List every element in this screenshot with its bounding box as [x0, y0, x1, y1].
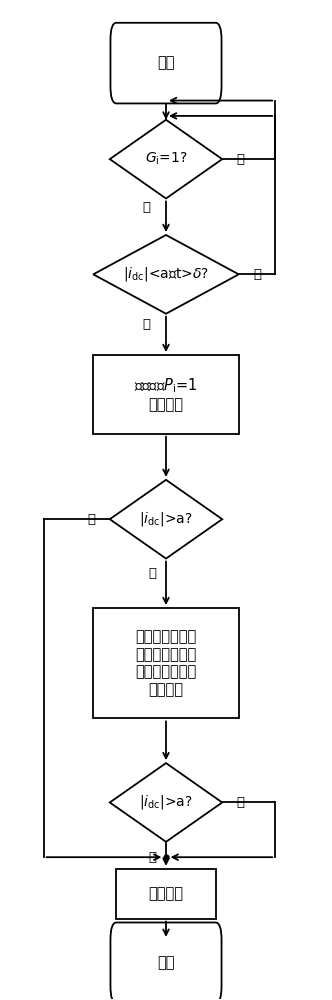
Text: 否: 否	[253, 268, 261, 281]
Text: $|i_\mathrm{dc}|$>a?: $|i_\mathrm{dc}|$>a?	[139, 793, 193, 811]
Text: 是: 是	[142, 318, 150, 331]
Text: 辅助导通故障区
间的前一个区间
功率管以及结合
下一区间: 辅助导通故障区 间的前一个区间 功率管以及结合 下一区间	[135, 630, 197, 697]
Text: $|i_\mathrm{dc}|$>a?: $|i_\mathrm{dc}|$>a?	[139, 510, 193, 528]
Polygon shape	[110, 480, 222, 559]
Text: 依次关断$P_\mathrm{i}$=1
的功率管: 依次关断$P_\mathrm{i}$=1 的功率管	[134, 376, 198, 412]
Polygon shape	[110, 120, 222, 198]
Text: 否: 否	[149, 567, 157, 580]
Bar	[93, 608, 239, 718]
Text: 是: 是	[142, 201, 150, 214]
Text: 故障定位: 故障定位	[148, 886, 184, 901]
FancyBboxPatch shape	[111, 23, 221, 103]
Text: 开始: 开始	[157, 56, 175, 71]
Text: $|i_\mathrm{dc}|$<a且t>$\delta$?: $|i_\mathrm{dc}|$<a且t>$\delta$?	[123, 265, 209, 283]
Text: 是: 是	[88, 513, 96, 526]
Text: 结束: 结束	[157, 955, 175, 970]
Polygon shape	[110, 763, 222, 842]
Text: $G_\mathrm{i}$=1?: $G_\mathrm{i}$=1?	[145, 151, 187, 167]
FancyBboxPatch shape	[111, 922, 221, 1000]
Text: 是: 是	[236, 796, 244, 809]
Text: 否: 否	[236, 153, 244, 166]
Bar	[93, 355, 239, 434]
Text: 否: 否	[149, 851, 157, 864]
Bar	[117, 869, 215, 919]
Polygon shape	[93, 235, 239, 314]
